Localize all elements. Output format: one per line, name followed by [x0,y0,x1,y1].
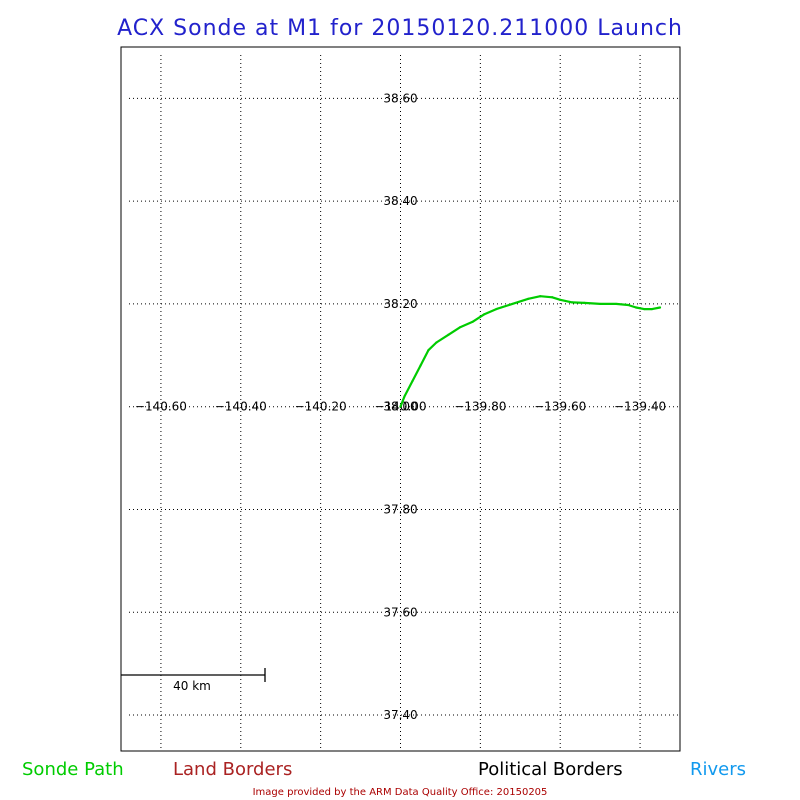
sonde-path-point [403,395,406,398]
sonde-path-point [527,297,530,300]
map-frame [120,46,681,752]
credit-text: Image provided by the ARM Data Quality O… [252,787,548,798]
grid-lines [129,55,680,751]
sonde-path-point [583,301,586,305]
legend-political-borders: Political Borders [478,759,623,780]
legend-rivers: Rivers [690,759,747,780]
scale-bar-label: 40 km [173,679,211,693]
sonde-path-point [599,302,602,306]
sonde-path-point [559,298,562,301]
sonde-path-point [626,303,630,307]
lon-tick-label: −139.60 [534,400,586,414]
sonde-path-point [551,296,554,299]
lat-tick-label: 37.40 [383,708,417,722]
sonde-path-point [471,320,474,324]
sonde-path-point [511,302,514,306]
sonde-path-point [483,313,486,316]
lon-tick-label: −140.20 [295,400,347,414]
lon-tick-label: −139.40 [614,400,666,414]
sonde-path-point [435,341,438,344]
lon-tick-label: −139.80 [454,400,506,414]
sonde-path-point [658,306,662,309]
sonde-path-point [495,307,498,311]
sonde-path-point [615,302,618,306]
lon-tick-label: −140.60 [135,400,187,414]
page-title: ACX Sonde at M1 for 20150120.211000 Laun… [117,16,683,41]
legend-sonde-path: Sonde Path [22,759,124,780]
lat-tick-label: 38.60 [383,91,417,105]
lat-tick-label: 38.40 [383,194,417,208]
tick-labels: −140.60 −140.40 −140.20 −140.00 −139.80 −139.… [135,91,666,722]
lat-tick-label: 37.60 [383,605,417,619]
lat-tick-label: 37.80 [383,502,417,516]
sonde-path-point [427,349,430,352]
sonde-path-point [539,295,542,298]
sonde-path-point [634,306,638,309]
sonde-path-point [459,325,462,329]
sonde-path-point [399,405,402,408]
scale-bar: 40 km [121,668,266,693]
sonde-path-point [419,364,422,367]
sonde-path-point [642,307,646,311]
sonde-path-layer [399,295,662,408]
sonde-path-point [571,301,574,304]
legend-land-borders: Land Borders [173,759,293,780]
lat-tick-label: 38.20 [383,297,417,311]
sonde-path-point [411,379,414,383]
sonde-path-line [399,295,661,408]
sonde-path-point [447,333,450,336]
lon-tick-label: −140.40 [215,400,267,414]
sonde-path-point [650,307,654,311]
